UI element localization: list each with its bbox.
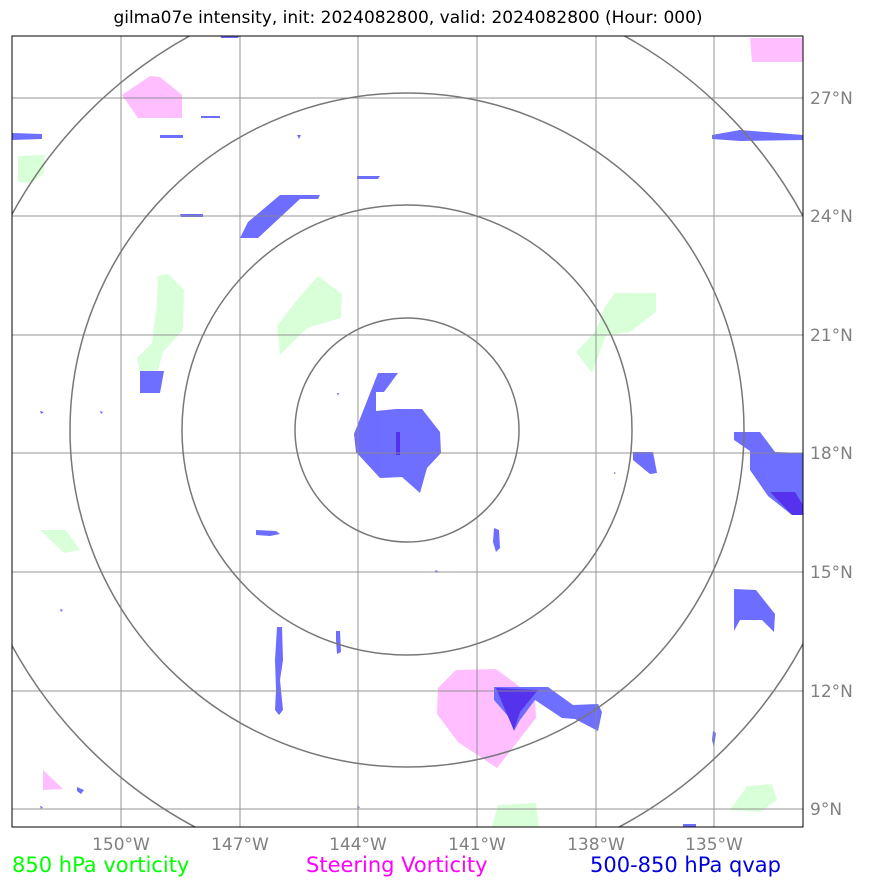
qvap-area [40, 806, 43, 809]
vort850-area [492, 803, 539, 827]
lon-label: 144°W [329, 835, 387, 855]
lat-label: 9°N [810, 800, 842, 820]
range-ring-3 [69, 92, 745, 768]
qvap-core-area [496, 688, 538, 730]
lon-label: 141°W [448, 835, 506, 855]
qvap-area [614, 472, 616, 474]
qvap-area [256, 530, 280, 536]
lon-label: 150°W [92, 835, 150, 855]
lat-label: 12°N [810, 682, 853, 702]
qvap-area [297, 135, 301, 139]
qvap-core-area [396, 432, 400, 455]
lon-label: 147°W [211, 835, 269, 855]
lat-label: 15°N [810, 563, 853, 583]
qvap-area [275, 627, 283, 715]
lat-label: 27°N [810, 89, 853, 109]
lat-label: 24°N [810, 207, 853, 227]
qvap-area [734, 589, 775, 632]
lat-label: 21°N [810, 326, 853, 346]
qvap-area [633, 452, 657, 474]
steering-area [122, 76, 182, 118]
qvap-area [60, 609, 63, 612]
lat-lon-grid [12, 36, 803, 827]
range-ring-1 [294, 317, 520, 543]
qvap-area [337, 393, 339, 396]
qvap-area [40, 411, 44, 414]
vort850-area [277, 276, 342, 355]
lon-label: 135°W [685, 835, 743, 855]
qvap-area [201, 116, 220, 118]
qvap-core [396, 432, 803, 730]
map-title: gilma07e intensity, init: 2024082800, va… [113, 8, 703, 28]
map-frame [11, 35, 804, 828]
qvap-area [336, 631, 341, 654]
qvap-area [12, 133, 42, 140]
qvap-contours [12, 36, 803, 827]
range-rings [12, 36, 803, 827]
lon-axis-labels: 150°W 147°W 144°W 141°W 138°W 135°W [92, 835, 743, 855]
lat-label: 18°N [810, 444, 853, 464]
range-ring-2 [181, 204, 633, 656]
steering-area [43, 770, 63, 790]
steering-area [437, 669, 536, 768]
vort850-area [137, 274, 184, 372]
qvap-area [100, 411, 103, 414]
vort850-contours [18, 155, 777, 827]
steering-area [750, 38, 803, 62]
qvap-area [493, 528, 500, 552]
vort850-area [730, 784, 777, 812]
qvap-core-area [770, 492, 803, 515]
lon-label: 138°W [567, 835, 625, 855]
qvap-area [140, 371, 164, 393]
qvap-area [160, 135, 183, 138]
vort850-area [576, 293, 656, 373]
legend-qvap: 500-850 hPa qvap [590, 853, 781, 877]
legend-steering-vorticity: Steering Vorticity [306, 853, 488, 877]
qvap-area [357, 176, 380, 179]
lat-axis-labels: 27°N 24°N 21°N 18°N 15°N 12°N 9°N [810, 89, 853, 820]
qvap-area [712, 130, 803, 141]
vort850-area [18, 155, 45, 183]
legend-850-vorticity: 850 hPa vorticity [12, 853, 190, 877]
vort850-area [40, 530, 80, 553]
qvap-area [683, 824, 696, 827]
qvap-area [77, 787, 84, 794]
